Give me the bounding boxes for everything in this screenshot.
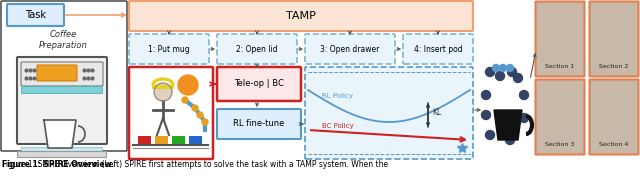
Text: RL fine-tune: RL fine-tune [234,120,285,129]
Text: BC Policy: BC Policy [322,123,354,129]
FancyBboxPatch shape [217,67,301,101]
Circle shape [202,119,208,125]
Text: 2: Open lid: 2: Open lid [236,45,278,54]
Circle shape [495,71,504,81]
FancyBboxPatch shape [305,34,395,64]
Text: Section 3: Section 3 [545,142,575,146]
Text: RL Policy: RL Policy [322,93,353,99]
Text: KL: KL [432,108,441,117]
FancyBboxPatch shape [403,34,473,64]
FancyBboxPatch shape [152,85,174,89]
FancyBboxPatch shape [155,136,168,145]
FancyBboxPatch shape [305,67,473,159]
Text: Tele-op | BC: Tele-op | BC [234,79,284,88]
FancyBboxPatch shape [589,1,639,76]
FancyBboxPatch shape [189,136,202,145]
Circle shape [182,97,188,103]
FancyBboxPatch shape [7,4,64,26]
Text: Section 2: Section 2 [599,64,628,69]
FancyBboxPatch shape [129,34,209,64]
FancyBboxPatch shape [217,109,301,139]
FancyBboxPatch shape [17,151,106,158]
Circle shape [499,64,506,71]
Circle shape [508,67,516,76]
FancyBboxPatch shape [217,34,297,64]
Circle shape [192,105,198,111]
FancyBboxPatch shape [37,65,77,81]
FancyBboxPatch shape [129,67,213,159]
FancyBboxPatch shape [22,147,102,154]
Text: TAMP: TAMP [286,11,316,21]
FancyBboxPatch shape [172,136,185,145]
Circle shape [520,91,529,100]
Text: Figure 1: SPIRE Overview. (Left) SPIRE first attempts to solve the task with a T: Figure 1: SPIRE Overview. (Left) SPIRE f… [2,160,388,169]
Circle shape [520,113,529,122]
Polygon shape [494,110,522,140]
Text: Coffee
Preparation: Coffee Preparation [38,30,88,50]
Text: 1: Put mug: 1: Put mug [148,45,190,54]
Circle shape [506,136,515,144]
Circle shape [506,64,513,71]
Circle shape [197,112,203,118]
Circle shape [481,110,490,120]
FancyBboxPatch shape [536,79,584,154]
Text: Figure 1: SPIRE Overview.: Figure 1: SPIRE Overview. [2,160,114,169]
Text: 4: Insert pod: 4: Insert pod [413,45,462,54]
Polygon shape [44,120,76,148]
Text: Task: Task [25,10,46,20]
FancyBboxPatch shape [138,136,151,145]
Circle shape [178,75,198,95]
Text: Section 4: Section 4 [599,142,628,146]
FancyBboxPatch shape [589,79,639,154]
FancyBboxPatch shape [496,112,520,120]
Circle shape [154,83,172,101]
Circle shape [486,130,495,139]
FancyBboxPatch shape [17,57,107,144]
Circle shape [493,64,499,71]
FancyBboxPatch shape [22,86,102,93]
Circle shape [486,67,495,76]
Circle shape [481,91,490,100]
Text: 3: Open drawer: 3: Open drawer [320,45,380,54]
FancyBboxPatch shape [21,62,103,86]
FancyBboxPatch shape [1,1,127,151]
FancyBboxPatch shape [129,1,473,31]
Text: Section 1: Section 1 [545,64,575,69]
Circle shape [513,74,522,83]
FancyBboxPatch shape [536,1,584,76]
